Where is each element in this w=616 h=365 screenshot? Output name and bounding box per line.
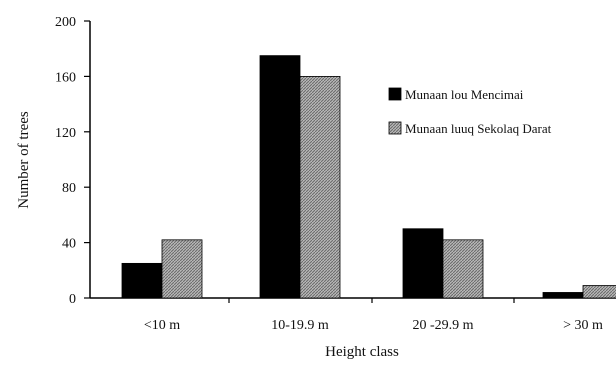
bar-series2-0 xyxy=(161,239,203,299)
legend-swatch-series1 xyxy=(388,87,402,101)
legend-swatch-series2 xyxy=(388,121,402,135)
bar-series2-3 xyxy=(582,285,616,299)
y-tick-label: 160 xyxy=(55,70,76,85)
bar-series2-1 xyxy=(299,76,341,299)
bar-series1-1 xyxy=(259,55,301,299)
bar-series1-3 xyxy=(542,292,584,299)
legend-label-series1: Munaan lou Mencimai xyxy=(405,87,524,102)
x-tick-label: <10 m xyxy=(144,318,180,333)
x-tick-label: 20 -29.9 m xyxy=(412,318,473,333)
x-axis-title: Height class xyxy=(325,344,399,360)
bar-series1-2 xyxy=(402,228,444,299)
legend-label-series2: Munaan luuq Sekolaq Darat xyxy=(405,121,552,136)
y-axis-title: Number of trees xyxy=(16,111,32,209)
y-tick-label: 0 xyxy=(69,292,76,307)
x-tick-label: > 30 m xyxy=(563,318,603,333)
y-tick-label: 200 xyxy=(55,15,76,30)
x-tick-label: 10-19.9 m xyxy=(271,318,329,333)
bar-series2-2 xyxy=(442,239,484,299)
y-tick-label: 40 xyxy=(62,237,76,252)
y-tick-label: 120 xyxy=(55,126,76,141)
y-tick-label: 80 xyxy=(62,181,76,196)
bar-series1-0 xyxy=(121,262,163,299)
